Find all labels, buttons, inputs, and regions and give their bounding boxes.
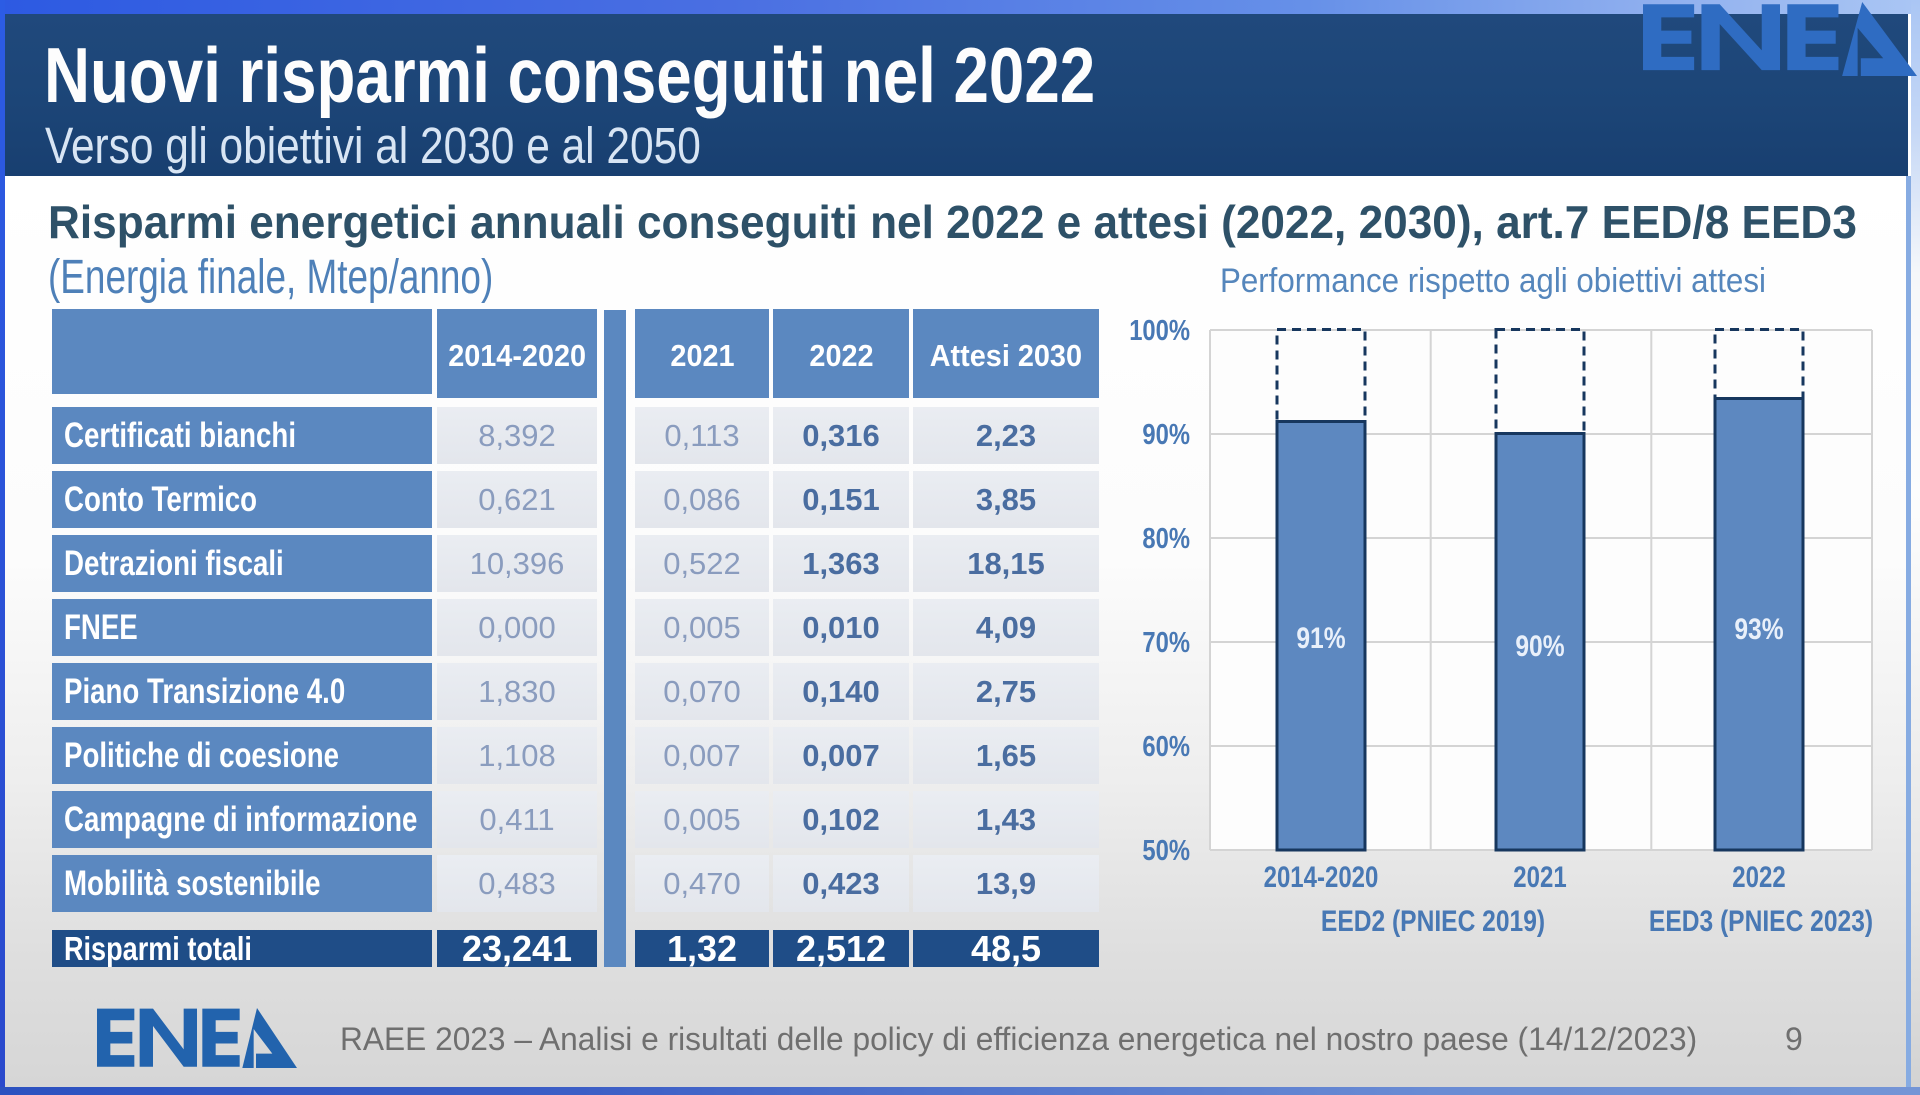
svg-text:93%: 93% (1734, 612, 1783, 646)
svg-text:91%: 91% (1296, 621, 1345, 655)
svg-text:EED2 (PNIEC 2019): EED2 (PNIEC 2019) (1321, 904, 1545, 938)
svg-text:60%: 60% (1142, 730, 1190, 763)
svg-text:2022: 2022 (1732, 859, 1785, 893)
svg-text:70%: 70% (1142, 626, 1190, 659)
svg-text:90%: 90% (1515, 629, 1564, 663)
svg-text:2014-2020: 2014-2020 (1264, 859, 1379, 893)
svg-text:50%: 50% (1142, 834, 1190, 867)
svg-text:80%: 80% (1142, 522, 1190, 555)
svg-text:EED3 (PNIEC 2023): EED3 (PNIEC 2023) (1649, 904, 1873, 938)
svg-text:2021: 2021 (1513, 859, 1566, 893)
svg-text:90%: 90% (1142, 418, 1190, 451)
svg-text:100%: 100% (1129, 314, 1190, 347)
